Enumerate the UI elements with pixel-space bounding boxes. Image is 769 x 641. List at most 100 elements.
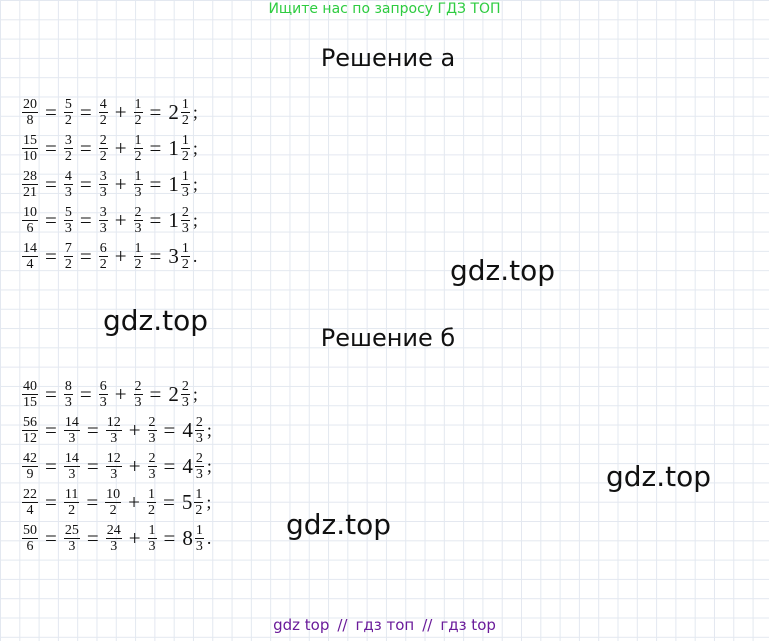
denominator: 2 [109,502,117,518]
numerator: 4 [98,96,108,113]
denominator: 3 [68,466,76,482]
watermark: gdz.top [606,460,712,493]
denominator: 3 [195,466,203,482]
fraction: 10 6 [22,205,38,236]
equation: 15 10 = 3 2 = 2 2 +1 2 = 1 1 2; [20,130,198,166]
numerator: 2 [194,414,204,431]
denominator: 3 [195,538,203,554]
operator: = [163,489,175,514]
punctuation: ; [192,101,198,122]
fraction: 11 2 [63,487,80,518]
numerator: 22 [22,486,38,503]
numerator: 14 [22,240,38,257]
operator: = [149,135,162,160]
operator: = [86,489,99,514]
equation: 14 4 = 7 2 = 6 2 +1 2 = 3 1 2. [20,238,197,274]
numerator: 1 [180,240,190,257]
numerator: 1 [133,168,143,185]
operator: = [163,453,176,478]
operator: = [45,171,57,196]
numerator: 2 [147,450,157,467]
separator: // [422,616,433,634]
numerator: 42 [22,450,38,467]
numerator: 25 [63,522,80,539]
denominator: 4 [26,256,34,272]
section-title: Решение б [320,324,456,352]
numerator: 1 [133,132,143,149]
denominator: 2 [64,256,72,272]
operator: = [79,381,92,406]
footer-link[interactable]: гдз топ [355,616,415,634]
footer-link[interactable]: gdz top [273,616,330,634]
footer-link[interactable]: гдз top [440,616,496,634]
banner: Ищите нас по запросу ГДЗ ТОП [268,1,501,17]
denominator: 3 [148,538,156,554]
denominator: 3 [181,220,189,236]
operator: = [79,171,92,196]
operator: = [45,135,57,160]
denominator: 6 [26,220,34,236]
denominator: 2 [134,148,142,164]
numerator: 1 [133,240,143,257]
denominator: 2 [181,256,189,272]
numerator: 10 [105,486,122,503]
operator: = [45,453,57,478]
fraction: 50 6 [22,523,38,554]
operator: = [45,99,57,124]
denominator: 4 [26,502,34,518]
denominator: 2 [134,256,142,272]
numerator: 7 [63,240,73,257]
fraction: 40 15 [22,379,38,410]
numerator: 6 [98,240,108,257]
numerator: 2 [147,414,157,431]
whole-part: 2 [168,99,179,124]
fraction: 15 10 [22,133,38,164]
equation: 42 9 = 14 3 = 12 3 +2 3 = 4 2 3; [20,448,212,484]
operator: = [79,207,92,232]
punctuation: . [206,527,212,548]
denominator: 3 [68,430,76,446]
numerator: 2 [180,378,190,395]
whole-part: 5 [181,489,193,514]
numerator: 1 [147,522,157,539]
numerator: 15 [22,132,38,149]
denominator: 3 [134,394,142,410]
numerator: 1 [147,486,157,503]
fraction: 20 8 [22,97,38,128]
denominator: 2 [195,502,203,518]
denominator: 3 [134,220,142,236]
whole-part: 1 [168,207,179,232]
operator: = [86,453,99,478]
denominator: 3 [64,220,72,236]
whole-part: 8 [182,525,193,550]
operator: = [149,207,162,232]
watermark: gdz.top [450,254,556,287]
equation: 20 8 = 5 2 = 4 2 +1 2 = 2 1 2; [20,94,198,130]
equation: 56 12 = 14 3 = 12 3 +2 3 = 4 2 3; [20,412,212,448]
operator: + [114,207,127,232]
section-title: Решение а [320,44,456,72]
numerator: 2 [180,204,190,221]
denominator: 2 [148,502,156,518]
denominator: 15 [23,394,37,410]
whole-part: 3 [168,243,179,268]
punctuation: ; [206,455,212,476]
numerator: 12 [105,414,122,431]
